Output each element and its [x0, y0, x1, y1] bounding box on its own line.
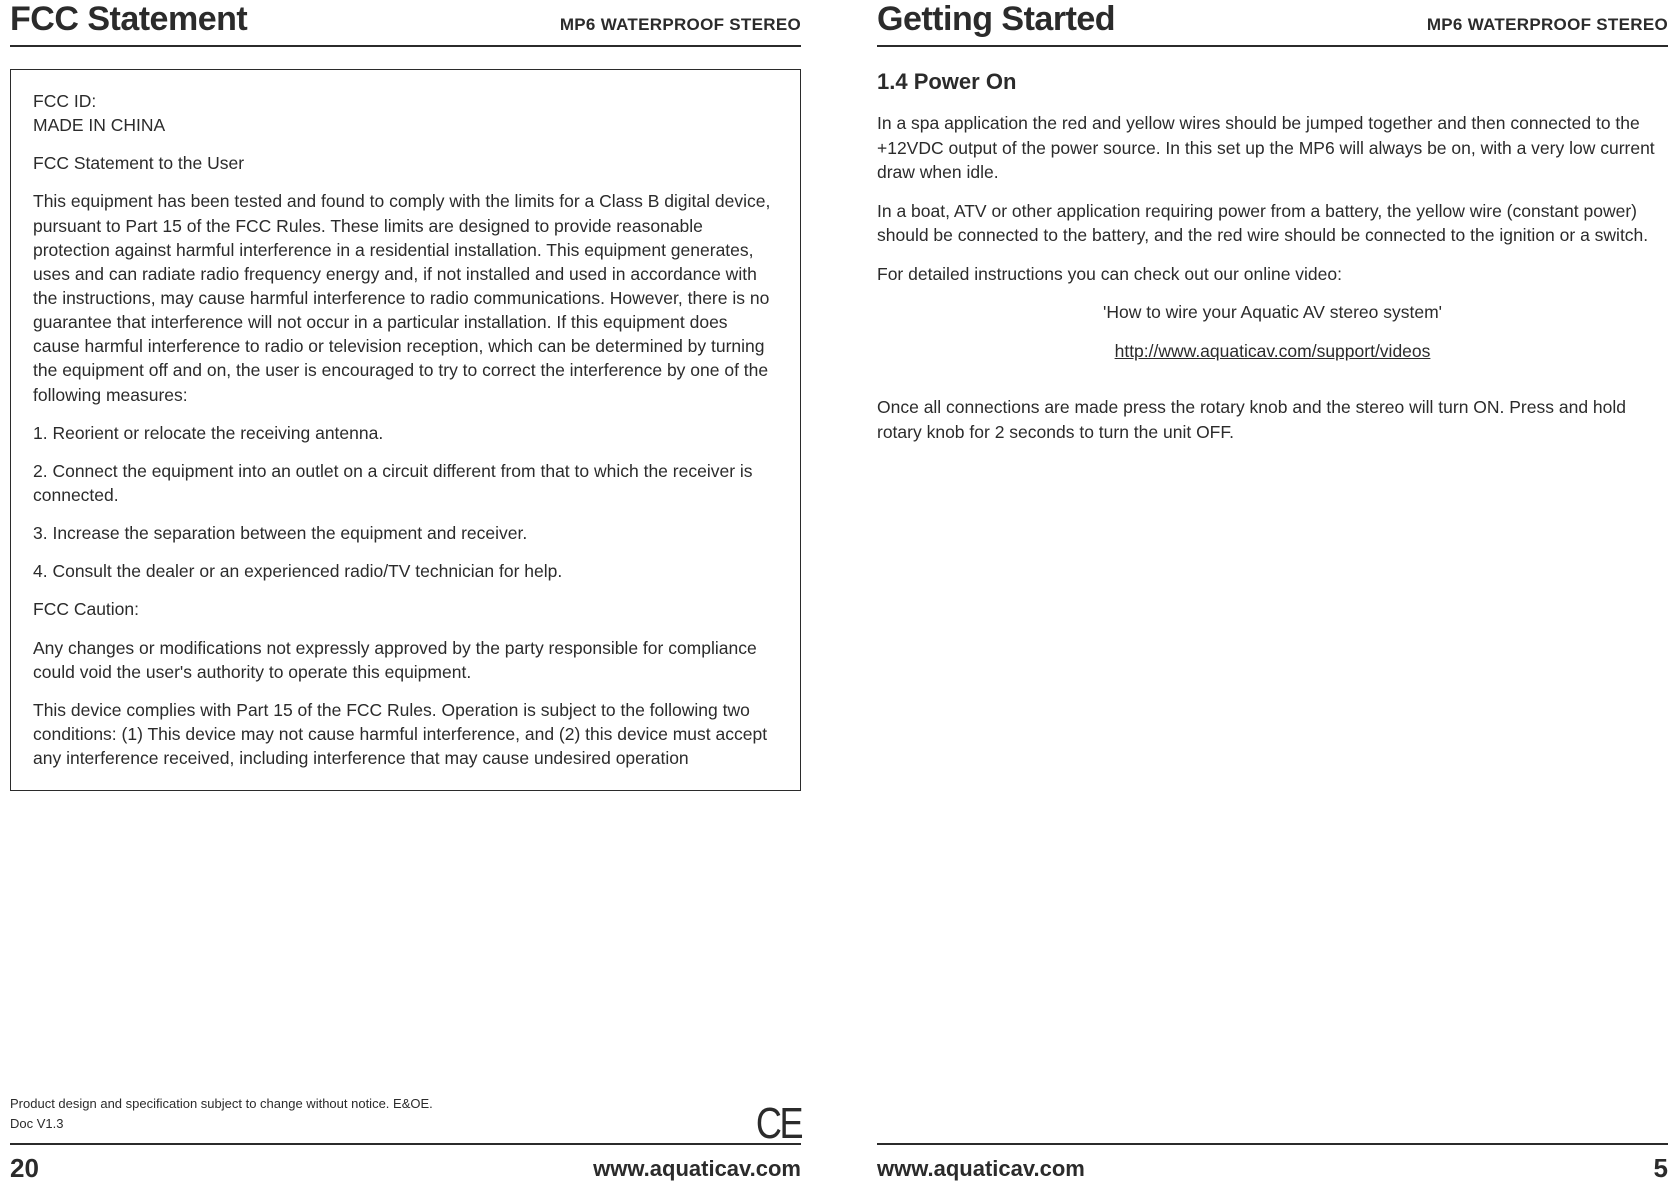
fcc-item-4: 4. Consult the dealer or an experienced … [33, 559, 778, 583]
para-rotary: Once all connections are made press the … [877, 395, 1668, 444]
fine-print-line2: Doc V1.3 [10, 1114, 801, 1134]
fcc-item-3: 3. Increase the separation between the e… [33, 521, 778, 545]
header-left: FCC Statement MP6 WATERPROOF STEREO [10, 0, 801, 47]
video-link[interactable]: http://www.aquaticav.com/support/videos [1115, 341, 1431, 361]
page-right: Getting Started MP6 WATERPROOF STEREO 1.… [839, 0, 1678, 1186]
section-power-on: 1.4 Power On In a spa application the re… [877, 69, 1668, 458]
para-spa: In a spa application the red and yellow … [877, 111, 1668, 185]
footer-url: www.aquaticav.com [877, 1156, 1085, 1182]
para-boat: In a boat, ATV or other application requ… [877, 199, 1668, 248]
page-number: 5 [1654, 1153, 1668, 1184]
fcc-made-in: MADE IN CHINA [33, 115, 165, 135]
fcc-item-2: 2. Connect the equipment into an outlet … [33, 459, 778, 507]
page-title: Getting Started [877, 0, 1115, 39]
fcc-caution-2: This device complies with Part 15 of the… [33, 698, 778, 770]
video-link-line: http://www.aquaticav.com/support/videos [877, 339, 1668, 364]
header-subtitle: MP6 WATERPROOF STEREO [560, 15, 801, 35]
page-title: FCC Statement [10, 0, 247, 39]
footer-right: www.aquaticav.com 5 [877, 1143, 1668, 1186]
section-heading: 1.4 Power On [877, 69, 1668, 95]
fcc-para-main: This equipment has been tested and found… [33, 189, 778, 406]
fcc-id-block: FCC ID: MADE IN CHINA [33, 90, 778, 137]
fcc-statement-user: FCC Statement to the User [33, 151, 778, 175]
ce-mark-icon: CE [756, 1099, 801, 1149]
fcc-item-1: 1. Reorient or relocate the receiving an… [33, 421, 778, 445]
para-video-intro: For detailed instructions you can check … [877, 262, 1668, 287]
fine-print-line1: Product design and specification subject… [10, 1094, 801, 1114]
fcc-statement-box: FCC ID: MADE IN CHINA FCC Statement to t… [10, 69, 801, 791]
header-subtitle: MP6 WATERPROOF STEREO [1427, 15, 1668, 35]
header-right: Getting Started MP6 WATERPROOF STEREO [877, 0, 1668, 47]
spacer [10, 791, 801, 1094]
fcc-caution-heading: FCC Caution: [33, 597, 778, 621]
footer-left: CE 20 www.aquaticav.com [10, 1143, 801, 1186]
footer-url: www.aquaticav.com [593, 1156, 801, 1182]
fine-print: Product design and specification subject… [10, 1094, 801, 1133]
spacer [877, 458, 1668, 1143]
fcc-caution-1: Any changes or modifications not express… [33, 636, 778, 684]
fcc-id-label: FCC ID: [33, 91, 96, 111]
page-number: 20 [10, 1153, 39, 1184]
page-left: FCC Statement MP6 WATERPROOF STEREO FCC … [0, 0, 839, 1186]
video-title: 'How to wire your Aquatic AV stereo syst… [877, 300, 1668, 325]
